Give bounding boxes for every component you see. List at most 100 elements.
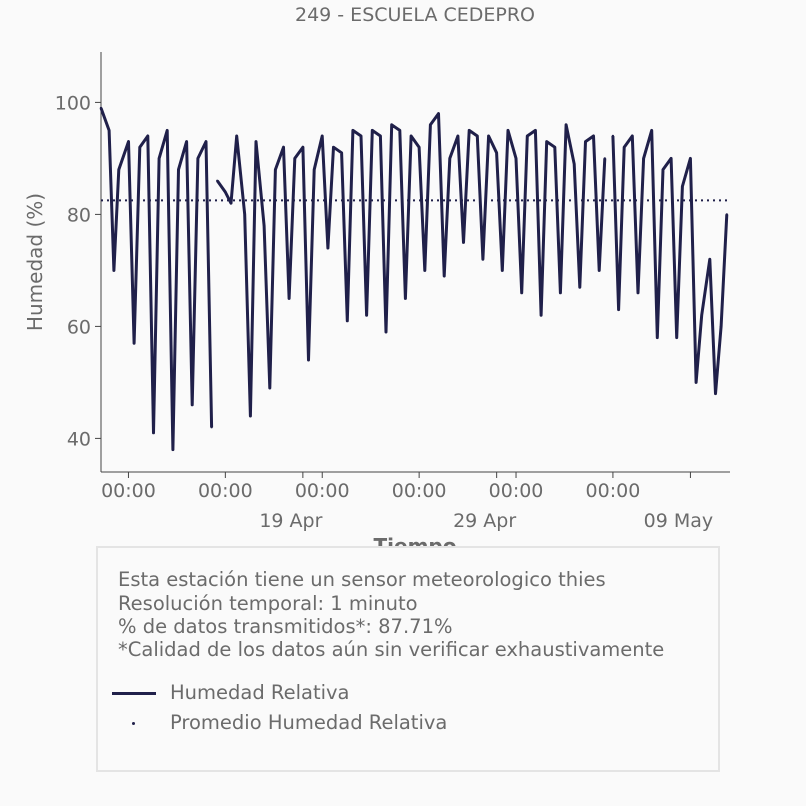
series-humedad-point bbox=[623, 146, 626, 149]
series-humedad-point bbox=[384, 330, 388, 334]
series-humedad-point bbox=[487, 134, 490, 138]
series-humedad-point bbox=[443, 274, 446, 278]
x-tick-label: 00:00 bbox=[295, 480, 350, 502]
series-humedad-point bbox=[631, 134, 634, 138]
series-humedad-point bbox=[429, 123, 432, 127]
series-humedad-point bbox=[564, 123, 568, 127]
series-humedad-point bbox=[417, 146, 421, 149]
series-humedad-point bbox=[650, 129, 653, 132]
y-tick-label: 80 bbox=[67, 204, 91, 226]
series-humedad-point bbox=[390, 123, 393, 127]
series-humedad-point bbox=[132, 342, 136, 345]
series-humedad-point bbox=[598, 269, 601, 272]
series-humedad-point bbox=[185, 140, 188, 143]
series-humedad-point bbox=[398, 129, 401, 132]
series-humedad-point bbox=[157, 157, 161, 160]
series-humedad-point bbox=[340, 151, 343, 154]
series-humedad-point bbox=[495, 151, 498, 154]
series-humedad-line bbox=[99, 107, 729, 452]
y-tick-label: 40 bbox=[67, 428, 91, 450]
series-humedad-point bbox=[578, 286, 581, 289]
series-humedad-point bbox=[592, 134, 595, 138]
x-tick-label: 00:00 bbox=[489, 480, 544, 502]
series-humedad-point bbox=[617, 308, 620, 311]
series-humedad-point bbox=[476, 134, 479, 138]
series-humedad-point bbox=[725, 213, 728, 216]
series-humedad-point bbox=[719, 325, 723, 328]
series-humedad-point bbox=[138, 146, 141, 149]
legend-note-sensor: Esta estación tiene un sensor meteorolog… bbox=[118, 568, 606, 591]
series-humedad-point bbox=[611, 134, 615, 138]
series-humedad-point bbox=[293, 157, 296, 160]
series-humedad-point bbox=[437, 112, 440, 115]
series-humedad-point bbox=[351, 129, 355, 132]
series-humedad-point bbox=[559, 291, 562, 294]
series-humedad-point bbox=[642, 157, 645, 160]
series-humedad-point bbox=[346, 319, 349, 322]
series-humedad-point bbox=[534, 129, 537, 132]
series-humedad-point bbox=[204, 140, 208, 143]
series-humedad-point bbox=[700, 314, 703, 317]
series-humedad-point bbox=[526, 134, 529, 138]
series-humedad-point bbox=[127, 140, 130, 143]
x-tick-label: 00:00 bbox=[198, 480, 253, 502]
series-humedad-point bbox=[462, 241, 465, 244]
legend-label-humedad: Humedad Relativa bbox=[170, 681, 350, 704]
series-humedad-point bbox=[224, 190, 227, 194]
series-humedad-point bbox=[235, 134, 238, 138]
series-humedad-point bbox=[107, 129, 111, 132]
series-humedad-point bbox=[177, 168, 180, 171]
legend-box: Esta estación tiene un sensor meteorolog… bbox=[96, 546, 720, 772]
x-tick-label: 00:00 bbox=[586, 480, 641, 502]
series-humedad-point bbox=[287, 297, 291, 300]
series-humedad-point bbox=[714, 392, 717, 395]
series-humedad-point bbox=[191, 403, 194, 406]
series-humedad-point bbox=[573, 162, 576, 166]
series-humedad-point bbox=[669, 157, 673, 160]
series-humedad-point bbox=[520, 291, 523, 294]
series-humedad-point bbox=[681, 185, 684, 188]
y-tick-label: 100 bbox=[55, 92, 91, 114]
series-humedad-point bbox=[661, 168, 665, 171]
series-humedad-point bbox=[656, 336, 659, 339]
series-humedad-point bbox=[409, 134, 413, 138]
x-date-label: 09 May bbox=[644, 510, 714, 532]
series-humedad-point bbox=[584, 140, 587, 143]
series-humedad-point bbox=[146, 134, 149, 138]
legend-line-marker bbox=[112, 692, 156, 695]
legend-note-resolution: Resolución temporal: 1 minuto bbox=[118, 592, 418, 615]
series-humedad-point bbox=[545, 140, 548, 143]
series-humedad-point bbox=[423, 269, 426, 272]
legend-dot-marker bbox=[132, 722, 135, 725]
series-humedad-point bbox=[313, 168, 316, 171]
series-humedad-point bbox=[117, 168, 121, 171]
series-humedad-point bbox=[112, 269, 116, 272]
y-axis-label: Humedad (%) bbox=[23, 193, 47, 331]
series-humedad-point bbox=[506, 129, 510, 132]
series-humedad-point bbox=[262, 224, 266, 227]
series-humedad-point bbox=[301, 146, 305, 149]
x-date-label: 19 Apr bbox=[259, 510, 322, 532]
series-humedad-point bbox=[274, 168, 277, 171]
series-humedad-point bbox=[636, 291, 640, 294]
series-humedad-point bbox=[152, 431, 155, 434]
series-humedad-point bbox=[689, 157, 692, 160]
series-humedad-point bbox=[254, 140, 258, 143]
series-humedad-point bbox=[603, 157, 606, 160]
series-humedad-point bbox=[694, 381, 698, 384]
series-humedad-point bbox=[448, 157, 451, 160]
series-humedad-point bbox=[268, 386, 271, 390]
series-humedad-point bbox=[501, 269, 504, 272]
series-humedad-point bbox=[468, 129, 471, 132]
x-tick-label: 00:00 bbox=[101, 480, 156, 502]
series-humedad-point bbox=[539, 314, 543, 317]
series-humedad-point bbox=[481, 258, 485, 261]
series-humedad-point bbox=[359, 134, 363, 138]
series-humedad-point bbox=[196, 157, 200, 160]
series-humedad-point bbox=[379, 134, 382, 138]
legend-label-promedio: Promedio Humedad Relativa bbox=[170, 711, 448, 734]
series-humedad-point bbox=[371, 129, 374, 132]
series-humedad-point bbox=[216, 179, 219, 182]
series-humedad-point bbox=[514, 157, 518, 160]
chart-title: 249 - ESCUELA CEDEPRO bbox=[295, 4, 535, 26]
